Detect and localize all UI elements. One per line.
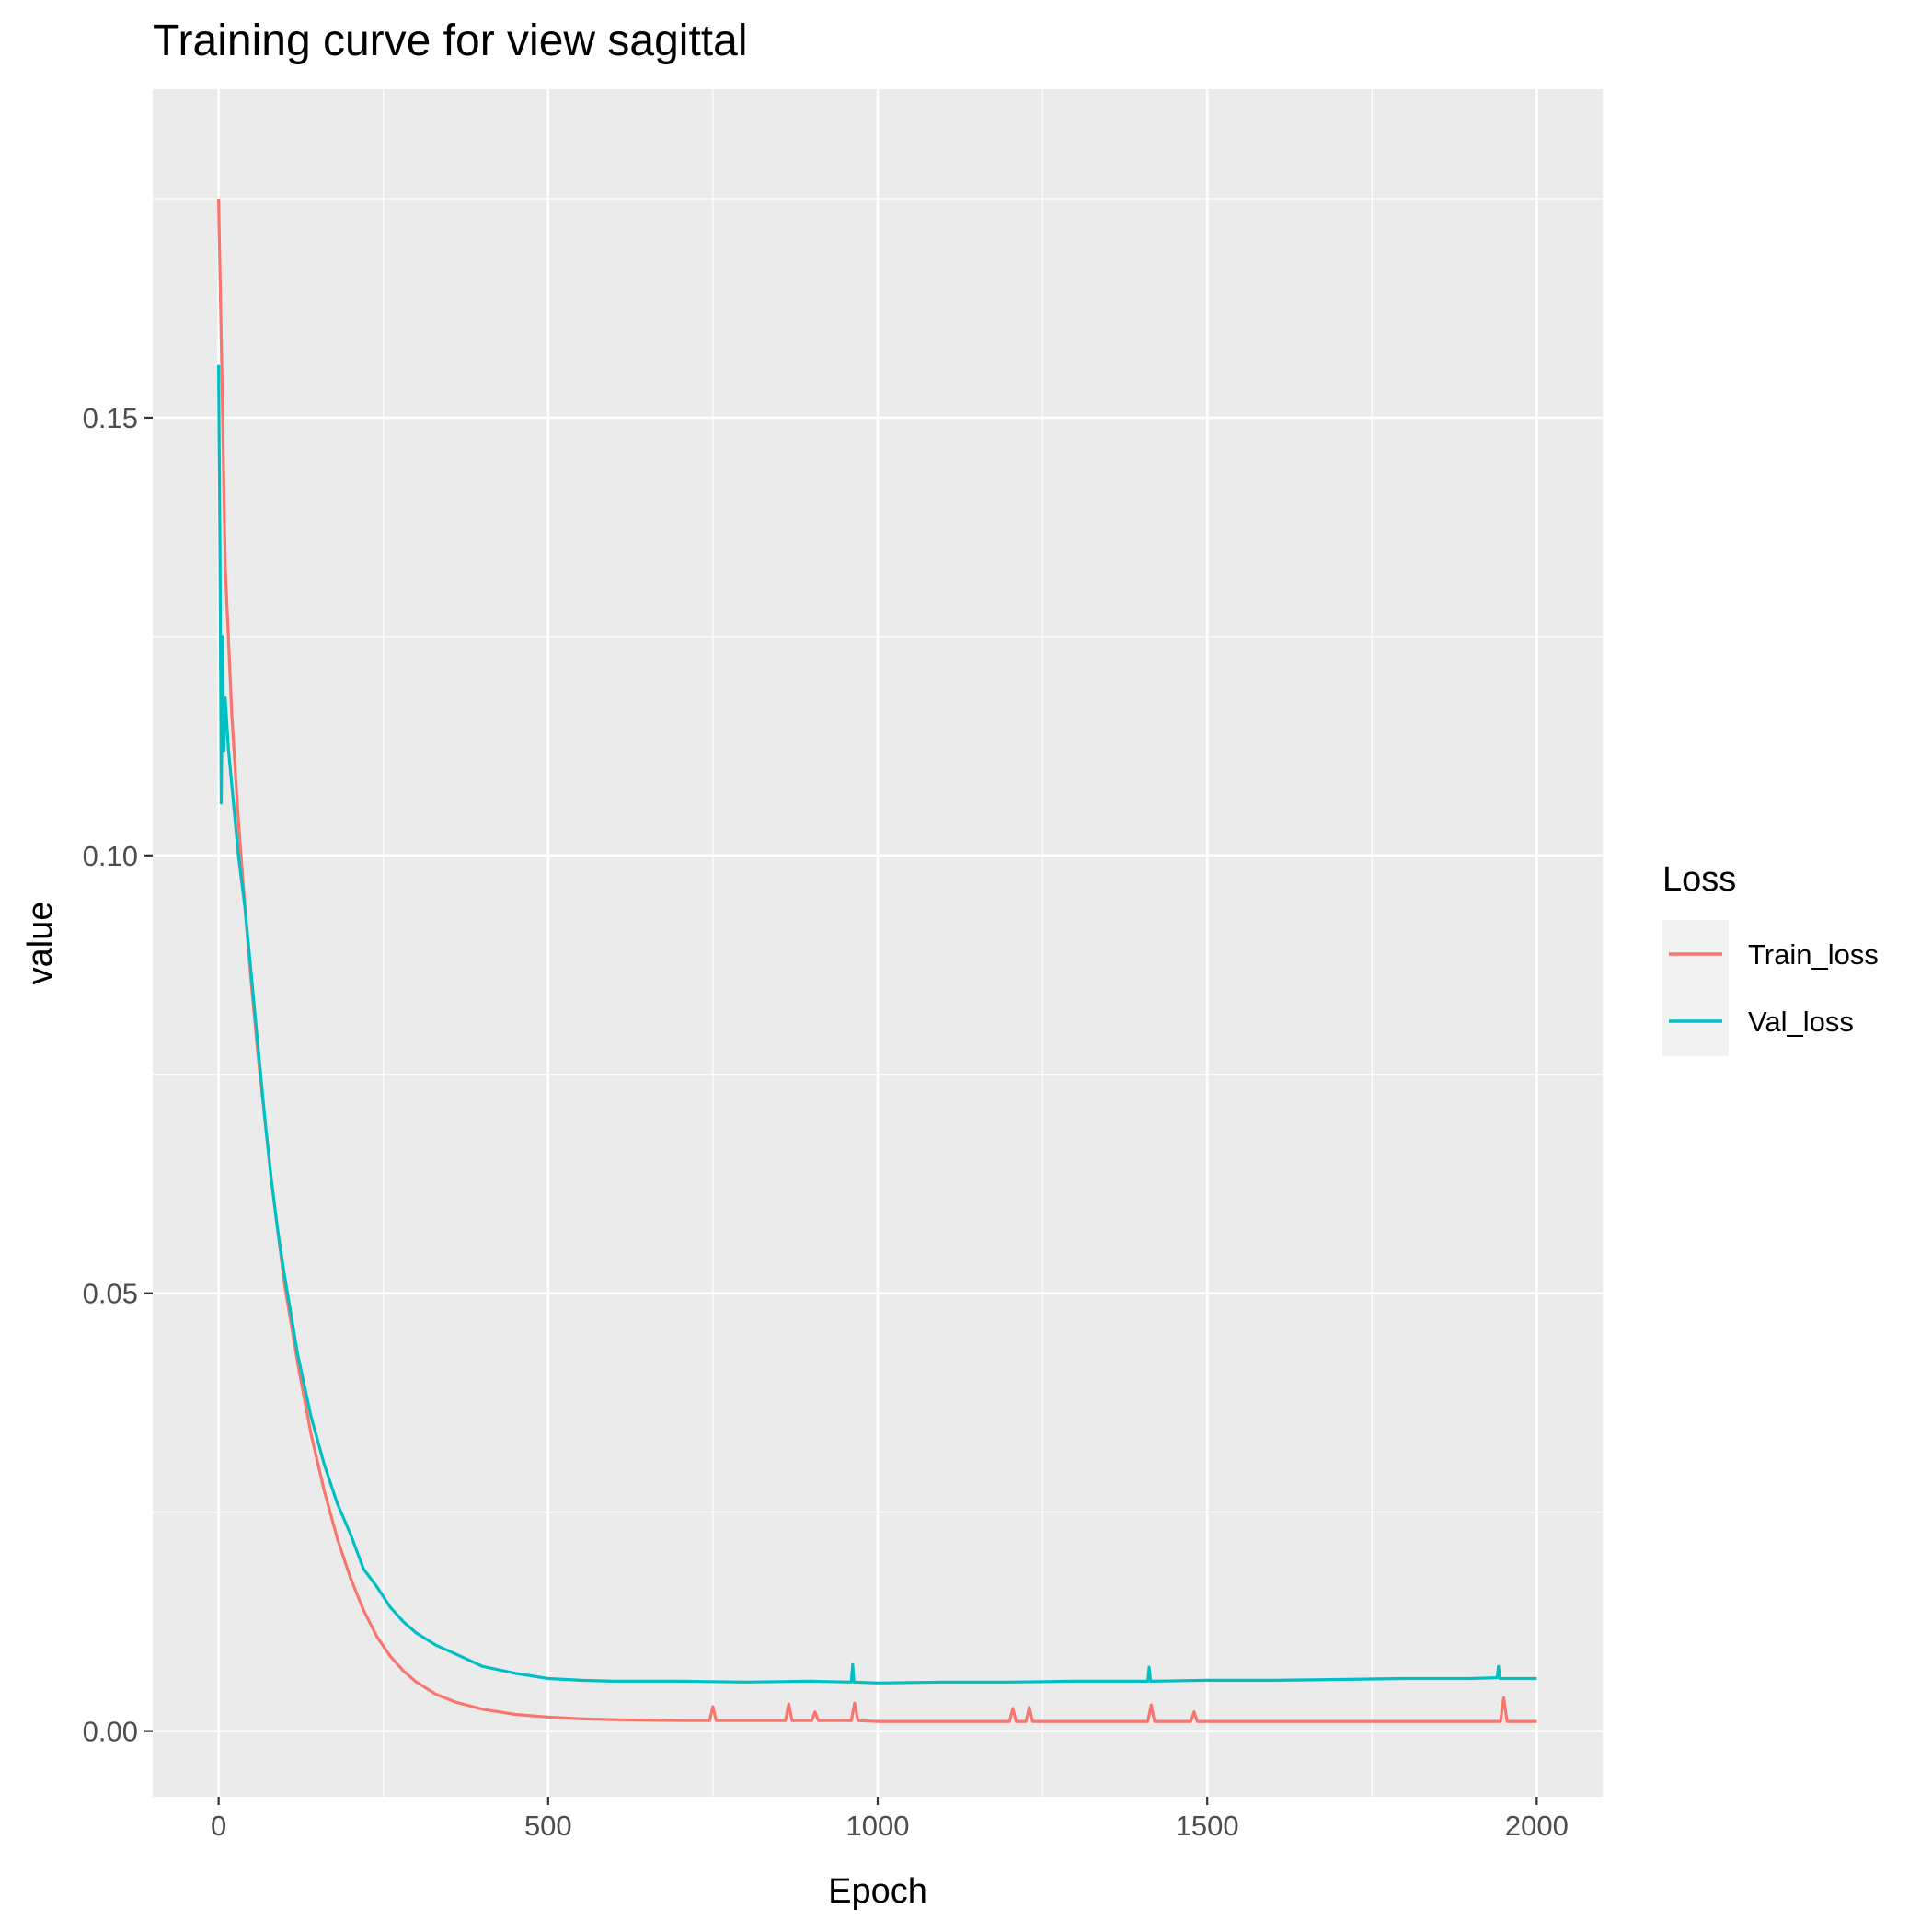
legend-label-train-loss: Train_loss	[1748, 938, 1879, 971]
chart-title: Training curve for view sagittal	[153, 17, 747, 65]
x-tick-label: 1500	[1176, 1810, 1239, 1842]
x-axis-title: Epoch	[828, 1872, 927, 1911]
series-line-val-loss	[217, 364, 1537, 1685]
legend: Loss Train_loss Val_loss	[1662, 860, 1879, 1056]
x-tick-label: 2000	[1505, 1810, 1569, 1842]
legend-title: Loss	[1662, 860, 1736, 899]
x-axis: 0 500 1000 1500 2000	[211, 1797, 1569, 1842]
x-tick-label: 1000	[846, 1810, 910, 1842]
x-tick-label: 500	[524, 1810, 572, 1842]
y-tick-label: 0.15	[83, 402, 138, 434]
legend-label-val-loss: Val_loss	[1748, 1006, 1854, 1038]
legend-key-background	[1662, 920, 1729, 1056]
y-axis: 0.00 0.05 0.10 0.15	[83, 402, 153, 1748]
series-layer	[217, 198, 1537, 1723]
y-tick-label: 0.10	[83, 840, 138, 872]
y-tick-label: 0.05	[83, 1278, 138, 1310]
y-tick-label: 0.00	[83, 1716, 138, 1748]
y-axis-title: value	[21, 902, 60, 985]
x-tick-label: 0	[211, 1810, 226, 1842]
